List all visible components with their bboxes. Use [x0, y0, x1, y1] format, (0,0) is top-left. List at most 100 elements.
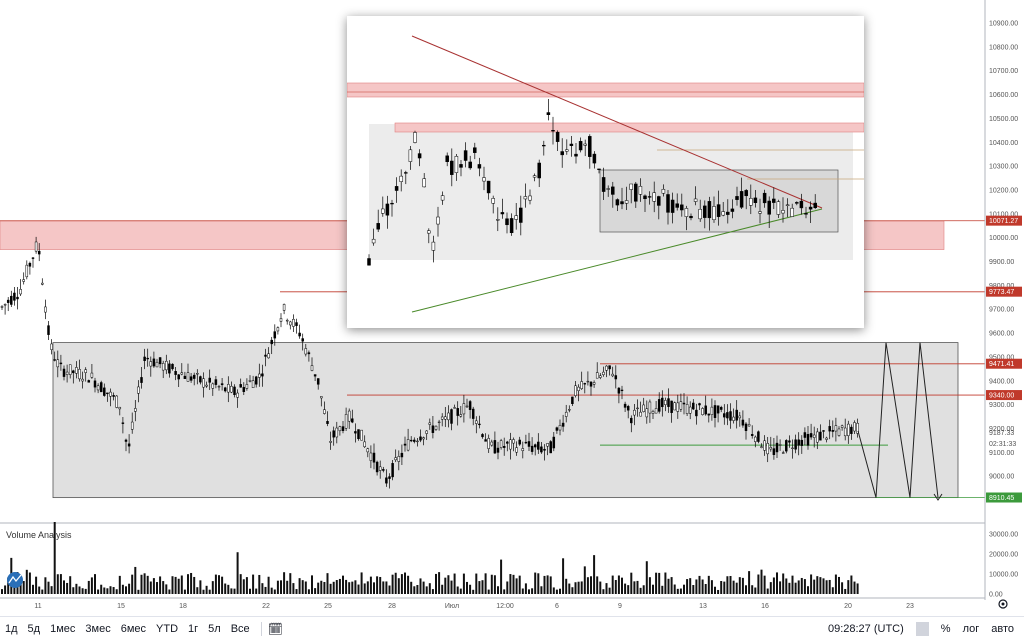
candle-body [719, 407, 723, 410]
inset-candle-body [629, 183, 633, 190]
volume-bar [698, 575, 701, 594]
volume-bar [630, 572, 633, 594]
volume-bar [152, 578, 155, 594]
zigzag-path [857, 342, 939, 498]
candle-body [245, 384, 249, 389]
volume-bar [785, 578, 788, 594]
gear-icon[interactable] [998, 599, 1008, 609]
volume-bar [608, 587, 611, 594]
timeframe-all[interactable]: Все [230, 623, 250, 635]
auto-toggle[interactable]: авто [991, 623, 1014, 635]
volume-bar [599, 581, 602, 594]
volume-bar [701, 579, 704, 594]
candle-body [651, 411, 655, 414]
volume-bar [379, 576, 382, 594]
time-tick-label: 6 [555, 603, 559, 610]
inset-candle-body [436, 216, 440, 225]
timeframe-1y[interactable]: 1г [188, 623, 199, 635]
volume-bar [87, 580, 90, 594]
candle-body [611, 373, 614, 377]
volume-bar [410, 581, 413, 594]
log-toggle[interactable]: лог [962, 623, 980, 635]
volume-bar [695, 579, 698, 594]
volume-bar [78, 586, 81, 594]
candle-body [853, 422, 856, 432]
timeframe-1d[interactable]: 1д [5, 623, 18, 635]
inset-candle-body [611, 186, 615, 195]
candle-body [481, 434, 484, 438]
candle-body [177, 374, 180, 380]
volume-bar [574, 582, 577, 594]
candle-body [633, 409, 636, 416]
candle-body [558, 425, 562, 431]
candle-body [571, 396, 574, 404]
timeframe-5y[interactable]: 5л [208, 623, 221, 635]
candle-body [400, 452, 404, 458]
volume-bar [307, 589, 310, 594]
timeframe-ytd[interactable]: YTD [156, 623, 179, 635]
candle-body [152, 358, 156, 367]
candle-body [276, 327, 280, 332]
volume-bar [772, 577, 775, 594]
clock[interactable]: 09:28:27 (UTC) [827, 623, 904, 635]
volume-bar [462, 573, 465, 594]
volume-bar [100, 584, 103, 594]
inset-candle-body [670, 199, 675, 213]
inset-candle-body [431, 241, 436, 251]
candle-body [574, 385, 577, 396]
volume-bar [125, 586, 127, 594]
inset-candle-body [440, 195, 445, 201]
time-axis[interactable]: 11 15 18 22 25 28 Июл 12:00 6 9 13 16 20 23 [34, 603, 914, 610]
candle-body [688, 406, 692, 414]
volume-bar [704, 584, 707, 594]
timeframe-5d[interactable]: 5д [27, 623, 41, 635]
inset-candle-body [473, 147, 477, 153]
volume-bar [304, 581, 307, 594]
volume-bar [512, 574, 515, 594]
volume-bar [134, 566, 137, 594]
candle-body [843, 427, 847, 437]
candle-body [347, 410, 351, 422]
candle-body [856, 422, 859, 434]
volume-bar [800, 577, 803, 594]
volume-bar [118, 575, 121, 594]
inset-candle-body [583, 143, 587, 146]
inset-consolidation-box [599, 169, 839, 233]
candle-body [540, 446, 543, 453]
candle-body [478, 423, 481, 426]
inset-candle-body [739, 191, 744, 208]
volume-bar [686, 579, 689, 594]
inset-candle-body [459, 164, 463, 168]
candle-body [515, 447, 518, 453]
volume-bar [369, 576, 372, 594]
volume-bar [332, 581, 335, 594]
volume-bar [199, 580, 202, 594]
candle-body [37, 250, 41, 255]
candle-body [72, 370, 75, 374]
candle-body [682, 402, 686, 405]
candle-body [741, 419, 745, 426]
inset-candle-body [716, 204, 721, 217]
percent-toggle[interactable]: % [940, 623, 951, 635]
candle-body [205, 384, 208, 387]
volume-bar [280, 580, 282, 594]
date-range-icon[interactable]: 🗓 [267, 622, 283, 636]
inset-candle-body [606, 188, 610, 190]
volume-bar [320, 580, 323, 594]
candle-body [19, 289, 22, 295]
volume-bar [602, 589, 605, 594]
inset-candle-body [638, 185, 643, 195]
candle-body [351, 418, 354, 423]
timeframe-6m[interactable]: 6мес [120, 623, 147, 635]
candle-body [847, 423, 850, 436]
price-tick-label: 9800.00 [989, 283, 1014, 290]
volume-bar [661, 585, 664, 594]
inset-candle-body [496, 219, 500, 221]
volume-bar [850, 575, 853, 594]
timeframe-1m[interactable]: 1мес [50, 623, 76, 635]
candle-body [44, 306, 47, 313]
candle-body [422, 437, 425, 440]
time-tick-label: 23 [906, 603, 914, 610]
timeframe-3m[interactable]: 3мес [85, 623, 111, 635]
